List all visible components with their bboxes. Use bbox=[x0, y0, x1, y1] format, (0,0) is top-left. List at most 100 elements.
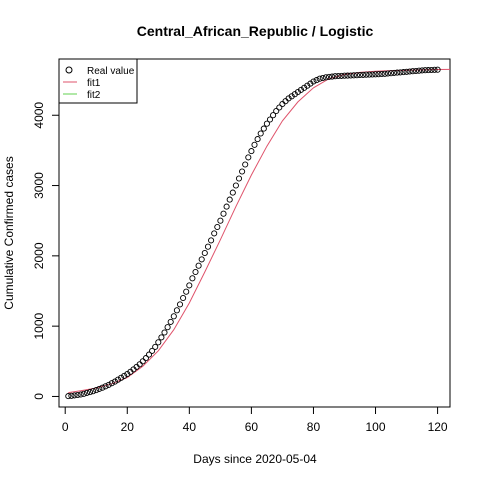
data-point bbox=[183, 288, 190, 295]
data-point bbox=[276, 104, 283, 111]
data-point bbox=[344, 72, 351, 79]
data-point bbox=[350, 72, 357, 79]
data-point bbox=[217, 217, 224, 224]
data-point bbox=[260, 125, 267, 132]
data-point bbox=[251, 141, 258, 148]
data-point bbox=[102, 383, 109, 390]
data-point bbox=[297, 86, 305, 93]
data-point bbox=[121, 372, 128, 379]
data-point bbox=[96, 385, 103, 392]
data-point bbox=[400, 69, 407, 76]
data-point bbox=[307, 80, 314, 87]
legend-box bbox=[58, 58, 138, 104]
data-point bbox=[403, 68, 410, 75]
data-point bbox=[180, 294, 187, 302]
data-point bbox=[266, 116, 274, 123]
data-point bbox=[356, 71, 364, 79]
data-point bbox=[192, 268, 199, 276]
data-point bbox=[279, 100, 286, 108]
y-tick-label: 3000 bbox=[32, 172, 46, 199]
data-point bbox=[397, 69, 404, 76]
data-point bbox=[434, 66, 441, 73]
data-point bbox=[353, 72, 360, 79]
data-point bbox=[189, 275, 196, 282]
chart-title: Central_African_Republic / Logistic bbox=[137, 23, 374, 39]
data-point bbox=[201, 249, 208, 257]
legend: Real value fit1 fit2 bbox=[58, 58, 138, 104]
data-point bbox=[366, 71, 373, 78]
data-point bbox=[149, 347, 156, 354]
legend-label-fit2: fit2 bbox=[87, 90, 101, 101]
x-axis: 0 20 40 60 80 100 120 bbox=[62, 407, 448, 434]
y-tick-label: 0 bbox=[32, 393, 46, 400]
data-point bbox=[211, 230, 218, 237]
data-point bbox=[329, 73, 336, 80]
data-point bbox=[77, 391, 84, 398]
data-point bbox=[347, 72, 354, 79]
data-point bbox=[387, 70, 395, 77]
legend-real-value-marker bbox=[65, 66, 73, 74]
data-point bbox=[99, 384, 106, 391]
data-points bbox=[65, 66, 441, 400]
data-point bbox=[214, 223, 221, 231]
data-point bbox=[316, 75, 323, 82]
data-point bbox=[161, 329, 168, 336]
x-tick-label: 120 bbox=[428, 420, 448, 434]
data-point bbox=[341, 72, 348, 79]
data-point bbox=[232, 182, 239, 189]
data-point bbox=[245, 154, 252, 161]
x-tick-label: 60 bbox=[245, 420, 259, 434]
data-point bbox=[226, 196, 233, 203]
data-point bbox=[263, 120, 270, 127]
data-point bbox=[282, 98, 289, 105]
data-point bbox=[335, 72, 342, 80]
data-point bbox=[332, 73, 339, 80]
data-point bbox=[338, 72, 345, 79]
data-point bbox=[319, 74, 326, 82]
y-axis: 0 1000 2000 3000 4000 bbox=[32, 102, 59, 400]
data-point bbox=[152, 343, 159, 350]
data-point bbox=[288, 93, 295, 100]
data-point bbox=[142, 355, 149, 362]
legend-label-real-value: Real value bbox=[87, 66, 135, 77]
data-point bbox=[80, 390, 87, 397]
data-point bbox=[65, 393, 72, 400]
data-point bbox=[239, 168, 246, 175]
data-point bbox=[294, 88, 301, 96]
data-point bbox=[322, 74, 329, 81]
data-point bbox=[285, 95, 292, 102]
data-point bbox=[310, 78, 317, 85]
x-tick-label: 100 bbox=[366, 420, 386, 434]
data-point bbox=[111, 378, 118, 385]
data-point bbox=[254, 136, 261, 143]
data-point bbox=[90, 388, 97, 395]
plot-frame bbox=[58, 58, 451, 408]
data-point bbox=[369, 71, 376, 78]
data-point bbox=[273, 107, 280, 115]
data-point bbox=[74, 391, 81, 399]
data-point bbox=[304, 82, 311, 89]
data-point bbox=[155, 339, 162, 346]
data-point bbox=[394, 69, 401, 76]
y-axis-label: Cumulative Confirmed cases bbox=[2, 156, 16, 309]
data-point bbox=[93, 387, 100, 394]
data-point bbox=[419, 67, 426, 74]
data-point bbox=[220, 210, 227, 217]
series-line-fit1 bbox=[68, 68, 451, 394]
data-point bbox=[208, 237, 215, 244]
data-point bbox=[360, 71, 367, 78]
data-point bbox=[170, 313, 177, 320]
data-point bbox=[242, 161, 249, 168]
data-point bbox=[406, 68, 413, 75]
data-point bbox=[114, 376, 122, 383]
data-point bbox=[83, 389, 90, 396]
x-tick-label: 80 bbox=[307, 420, 321, 434]
data-point bbox=[425, 67, 432, 74]
data-point bbox=[422, 67, 429, 74]
data-point bbox=[301, 84, 308, 91]
data-point bbox=[229, 189, 236, 196]
data-point bbox=[198, 256, 205, 263]
data-point bbox=[384, 70, 391, 77]
data-point bbox=[257, 130, 264, 137]
